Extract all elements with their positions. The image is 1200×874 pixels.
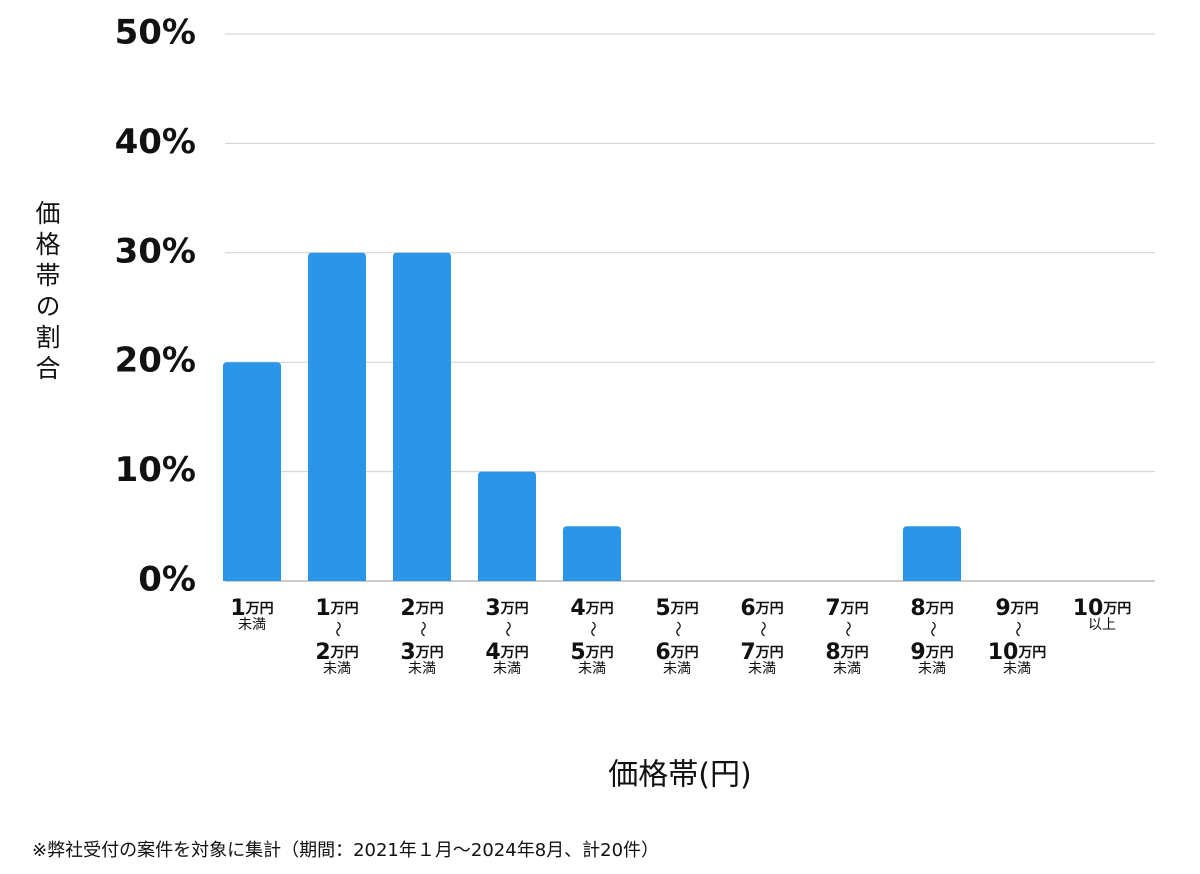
x-tick-label: 未満: [748, 661, 776, 677]
y-tick-label: 10%: [115, 450, 196, 490]
bar: [308, 252, 366, 582]
x-tick-unit: 万円: [330, 645, 359, 661]
x-tick-unit: 万円: [840, 601, 869, 617]
x-tick-digit: 4: [485, 640, 500, 665]
x-tick-digit: 10: [988, 640, 1019, 665]
x-tick-label: 未満: [493, 661, 521, 677]
x-tick-unit: 万円: [245, 601, 274, 617]
x-tick-label: 未満: [238, 617, 266, 633]
x-tick-label: 〜: [584, 621, 603, 637]
x-tick-digit: 5: [570, 640, 585, 665]
x-tick-label: 6万円: [740, 596, 783, 621]
x-tick-digit: 1: [230, 596, 245, 621]
x-tick-label: 未満: [833, 661, 861, 677]
x-tick-unit: 万円: [840, 645, 869, 661]
x-tick-label: 5万円: [655, 596, 698, 621]
x-tick-label: 未満: [1003, 661, 1031, 677]
bar: [223, 362, 281, 581]
x-tick-digit: 2: [400, 596, 415, 621]
x-tick-unit: 万円: [925, 601, 954, 617]
x-tick-label: 3万円: [400, 640, 443, 665]
x-tick-digit: 6: [655, 640, 670, 665]
x-tick-label: 9万円: [910, 640, 953, 665]
y-tick-label: 30%: [115, 231, 196, 271]
x-tick-label: 4万円: [570, 596, 613, 621]
x-tick-label: 〜: [839, 621, 858, 637]
x-tick-digit: 1: [315, 596, 330, 621]
x-tick-unit: 万円: [755, 645, 784, 661]
x-tick-digit: 7: [825, 596, 840, 621]
x-tick-label: 4万円: [485, 640, 528, 665]
x-tick-label: 〜: [924, 621, 943, 637]
x-tick-digit: 5: [655, 596, 670, 621]
x-tick-unit: 万円: [415, 601, 444, 617]
x-tick-unit: 万円: [585, 645, 614, 661]
x-tick-label: 5万円: [570, 640, 613, 665]
y-tick-label: 20%: [115, 341, 196, 381]
x-tick-label: 2万円: [400, 596, 443, 621]
x-tick-digit: 10: [1073, 596, 1104, 621]
x-tick-digit: 3: [485, 596, 500, 621]
x-tick-label: 10万円: [1073, 596, 1132, 621]
x-tick-digit: 7: [740, 640, 755, 665]
x-tick-unit: 万円: [755, 601, 784, 617]
x-tick-label: 2万円: [315, 640, 358, 665]
x-tick-label: 1万円: [230, 596, 273, 621]
x-tick-label: 〜: [499, 621, 518, 637]
x-axis-title: 価格帯(円): [608, 758, 751, 793]
x-tick-label: 6万円: [655, 640, 698, 665]
x-tick-unit: 万円: [1102, 601, 1131, 617]
x-tick-label: 7万円: [740, 640, 783, 665]
x-tick-label: 未満: [663, 661, 691, 677]
x-tick-label: 未満: [323, 661, 351, 677]
x-tick-label: 1万円: [315, 596, 358, 621]
y-tick-label: 0%: [138, 560, 196, 600]
y-axis-title: 価格帯の割合: [32, 200, 61, 386]
x-tick-label: 〜: [1009, 621, 1028, 637]
x-tick-digit: 8: [825, 640, 840, 665]
bar: [478, 471, 536, 581]
footnote: ※弊社受付の案件を対象に集計（期間：2021年１月～2024年8月、計20件）: [32, 840, 659, 861]
x-tick-unit: 万円: [415, 645, 444, 661]
x-tick-label: 未満: [918, 661, 946, 677]
x-tick-label: 〜: [329, 621, 348, 637]
x-tick-label: 以上: [1088, 617, 1116, 633]
x-tick-label: 〜: [669, 621, 688, 637]
x-tick-digit: 6: [740, 596, 755, 621]
x-tick-digit: 8: [910, 596, 925, 621]
x-tick-label: 未満: [408, 661, 436, 677]
x-tick-unit: 万円: [1017, 645, 1046, 661]
x-tick-label: 7万円: [825, 596, 868, 621]
x-tick-unit: 万円: [500, 645, 529, 661]
x-tick-unit: 万円: [670, 645, 699, 661]
x-tick-digit: 3: [400, 640, 415, 665]
bar: [903, 526, 961, 581]
x-tick-unit: 万円: [670, 601, 699, 617]
x-tick-digit: 4: [570, 596, 585, 621]
x-tick-digit: 9: [910, 640, 925, 665]
x-tick-label: 3万円: [485, 596, 528, 621]
x-tick-label: 〜: [754, 621, 773, 637]
x-tick-unit: 万円: [1010, 601, 1039, 617]
x-tick-unit: 万円: [500, 601, 529, 617]
x-tick-unit: 万円: [330, 601, 359, 617]
y-tick-label: 40%: [115, 122, 196, 162]
x-tick-label: 10万円: [988, 640, 1047, 665]
x-tick-digit: 9: [995, 596, 1010, 621]
x-tick-label: 〜: [414, 621, 433, 637]
x-tick-label: 未満: [578, 661, 606, 677]
y-tick-label: 50%: [115, 13, 196, 53]
x-tick-unit: 万円: [925, 645, 954, 661]
bar: [563, 526, 621, 581]
x-tick-digit: 2: [315, 640, 330, 665]
x-tick-label: 8万円: [825, 640, 868, 665]
x-tick-label: 8万円: [910, 596, 953, 621]
x-tick-label: 9万円: [995, 596, 1038, 621]
bar: [393, 252, 451, 582]
x-tick-unit: 万円: [585, 601, 614, 617]
